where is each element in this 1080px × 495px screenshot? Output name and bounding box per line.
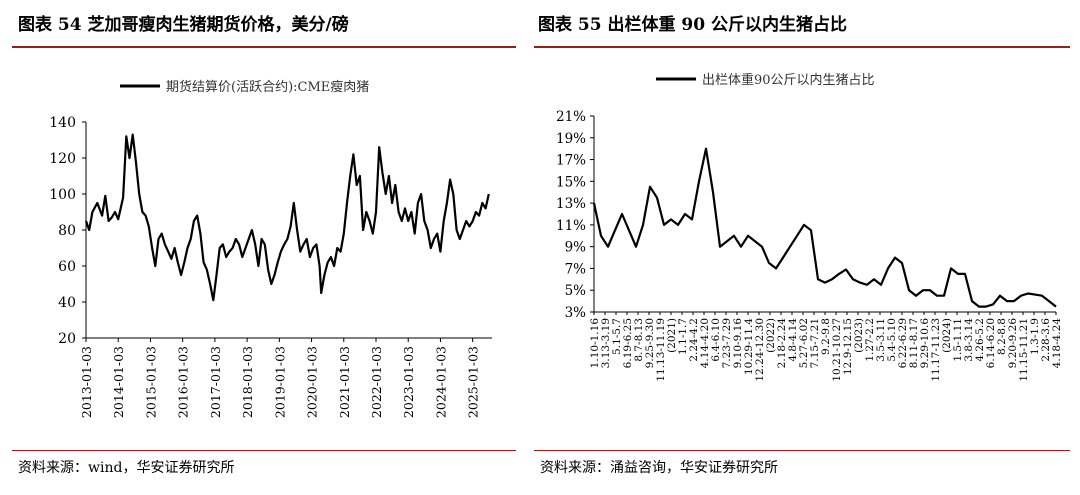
x-tick-label: 4.14-4.20 — [699, 318, 711, 368]
x-tick-label: 2014-01-03 — [111, 346, 126, 418]
x-tick-label: 8.11-8.17 — [908, 318, 920, 368]
x-tick-label: 3.8-3.14 — [963, 318, 975, 362]
x-tick-label: 2016-01-03 — [176, 346, 191, 418]
x-tick-label: 1.3-1.9 — [1029, 318, 1041, 355]
x-tick-label: 12.9-12.15 — [842, 318, 854, 375]
y-tick-label: 11% — [556, 218, 586, 234]
y-tick-label: 21% — [556, 109, 586, 125]
x-tick-label: 2.18-2.24 — [776, 318, 788, 369]
x-tick-label: 6.22-6.29 — [897, 318, 909, 368]
x-tick-label: 1.10-1.16 — [589, 318, 601, 369]
x-tick-label: 6.4-6.10 — [710, 318, 722, 362]
right-chart: 出栏体重90公斤以内生猪占比 3% 5% 7% 9% 11% 13% 15% 17% 19% 21%… — [556, 72, 1063, 382]
x-tick-label: 5.27-6.02 — [798, 318, 810, 368]
x-tick-label: 8.7-8.13 — [633, 318, 645, 362]
x-tick-label: 9.10-9.16 — [732, 318, 744, 369]
x-tick-label: 2.24-4.2 — [688, 318, 700, 362]
x-tick-label: 2.28-3.6 — [1040, 318, 1052, 362]
x-tick-label: 4.26-5.2 — [974, 318, 986, 362]
y-tick-label: 17% — [556, 153, 586, 169]
x-tick-label: 1.1-1.7 — [677, 318, 689, 355]
x-tick-label: 8.2-8.8 — [996, 318, 1008, 355]
legend-label: 期货结算价(活跃合约):CME瘦肉猪 — [166, 79, 369, 95]
x-tick-label: 5.1-5.7 — [611, 318, 623, 355]
right-source-rule — [534, 450, 1070, 451]
y-tick-label: 140 — [49, 115, 76, 131]
left-source-rule — [12, 450, 516, 451]
x-tick-label: 2013-01-03 — [79, 346, 94, 418]
x-tick-label: 2015-01-03 — [143, 346, 158, 418]
x-tick-label: 4.8-4.14 — [787, 318, 799, 362]
x-tick-label: 7.15-7.21 — [809, 318, 821, 368]
y-tick-label: 19% — [556, 131, 586, 147]
left-source: 资料来源：wind，华安证券研究所 — [18, 460, 235, 476]
x-tick-label: 2023-01-03 — [401, 346, 416, 418]
y-tick-label: 3% — [565, 305, 587, 321]
x-tick-label: 4.18-4.24 — [1051, 318, 1063, 369]
x-tick-label: 2017-01-03 — [208, 346, 223, 418]
x-tick-label: 6.19-6.25 — [622, 318, 634, 368]
x-tick-label: 1.27-2.2 — [864, 318, 876, 362]
x-tick-label: 2020-01-03 — [305, 346, 320, 418]
x-tick-label: 11.17-11.23 — [930, 318, 942, 382]
x-tick-label: 9.2-9.8 — [820, 318, 832, 355]
y-tick-label: 60 — [58, 259, 76, 275]
left-chart: 期货结算价(活跃合约):CME瘦肉猪 20 40 60 80 100 120 140 2013-… — [49, 79, 492, 418]
x-tick-label: 2022-01-03 — [369, 346, 384, 418]
left-title-rule — [12, 46, 516, 48]
right-figure-title: 图表 55 出栏体重 90 公斤以内生猪占比 — [538, 15, 847, 35]
x-tick-label: 6.14-6.20 — [985, 318, 997, 368]
series-line-cme-lean-hog — [84, 133, 490, 302]
right-title-rule — [534, 46, 1070, 48]
legend-label: 出栏体重90公斤以内生猪占比 — [702, 72, 875, 88]
x-tick-label: 2025-01-03 — [466, 346, 481, 418]
x-tick-label: 3.5-3.11 — [875, 318, 887, 362]
x-tick-label: (2023) — [853, 318, 865, 353]
x-tick-label: 10.21-10.27 — [831, 318, 843, 382]
right-source: 资料来源：涌益咨询，华安证券研究所 — [540, 460, 778, 476]
x-tick-label: 2019-01-03 — [272, 346, 287, 418]
x-tick-label: 2024-01-03 — [433, 346, 448, 418]
x-tick-label: 12.24-12.30 — [754, 318, 766, 382]
x-tick-label: (2022) — [765, 318, 777, 353]
y-tick-label: 40 — [58, 295, 76, 311]
series-line-under-90kg-share — [592, 147, 1057, 308]
y-tick-label: 120 — [49, 151, 76, 167]
left-figure-title: 图表 54 芝加哥瘦肉生猪期货价格，美分/磅 — [18, 15, 349, 35]
x-tick-label: 10.29-11.4 — [743, 318, 755, 375]
x-tick-label: 9.25-9.30 — [644, 318, 656, 368]
y-tick-label: 5% — [565, 283, 587, 299]
x-tick-label: 11.15-11.21 — [1018, 318, 1030, 382]
y-tick-label: 7% — [565, 261, 587, 277]
x-tick-label: 9.29-10.6 — [919, 318, 931, 369]
x-tick-label: 1.5-1.11 — [952, 318, 964, 362]
y-tick-label: 80 — [58, 223, 76, 239]
x-tick-label: (2024) — [941, 318, 953, 353]
x-tick-label: 2018-01-03 — [240, 346, 255, 418]
x-tick-label: 7.23-7.29 — [721, 318, 733, 368]
x-tick-label: 9.20-9.26 — [1007, 318, 1019, 369]
y-tick-label: 9% — [565, 240, 587, 256]
x-tick-label: 3.13-3.19 — [600, 318, 612, 368]
y-tick-label: 15% — [556, 174, 586, 190]
x-tick-label: 11.13-11.19 — [655, 318, 667, 382]
x-tick-label: 2021-01-03 — [337, 346, 352, 418]
x-tick-label: (2021) — [666, 318, 678, 353]
y-tick-label: 100 — [49, 187, 76, 203]
y-tick-label: 20 — [58, 331, 76, 347]
y-tick-label: 13% — [556, 196, 586, 212]
x-tick-label: 5.4-5.10 — [886, 318, 898, 362]
